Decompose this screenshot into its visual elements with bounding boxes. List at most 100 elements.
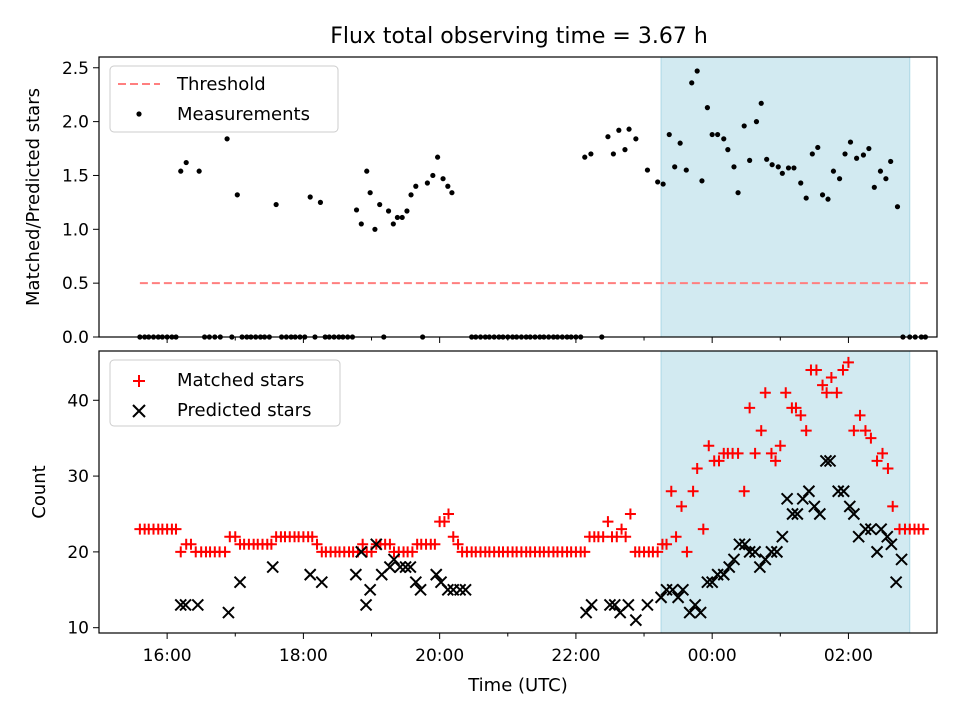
matched-star-point — [620, 531, 632, 543]
measurement-point — [183, 159, 189, 166]
predicted-star-point — [363, 583, 377, 596]
measurement-point — [809, 151, 815, 157]
measurement-point — [424, 180, 430, 186]
predicted-star-point — [359, 598, 373, 612]
measurement-point — [408, 192, 414, 198]
measurement-point — [372, 226, 378, 232]
matched-star-point — [406, 546, 418, 558]
measurement-point — [758, 100, 764, 106]
top-legend: Threshold Measurements — [109, 65, 339, 133]
predicted-star-point — [393, 560, 407, 574]
measurement-point — [725, 147, 731, 153]
measurement-point — [836, 176, 843, 182]
measurement-point — [445, 183, 451, 189]
x-tick-label: 00:00 — [688, 646, 737, 666]
matched-star-point — [770, 455, 782, 467]
measurement-point — [803, 195, 809, 201]
x-axis-label: Time (UTC) — [467, 675, 568, 696]
measurement-point — [353, 207, 360, 213]
predicted-star-point — [765, 545, 778, 559]
matched-star-point — [810, 364, 822, 376]
predicted-star-point — [874, 522, 888, 536]
predicted-star-point — [738, 538, 752, 551]
bottom-y-tick-label: 10 — [67, 619, 89, 639]
predicted-star-point — [399, 560, 412, 574]
predicted-star-point — [666, 583, 679, 596]
matched-star-point — [744, 402, 756, 414]
predicted-star-point — [315, 576, 328, 589]
measurement-point — [672, 164, 678, 170]
matched-star-point — [817, 379, 829, 391]
predicted-star-point — [266, 560, 279, 574]
matched-star-point — [691, 463, 703, 474]
measurement-point — [798, 180, 804, 186]
measurement-point — [721, 136, 727, 142]
matched-star-point — [676, 500, 688, 512]
measurement-point — [747, 157, 753, 163]
measurement-point — [224, 136, 230, 142]
measurement-point — [709, 131, 715, 138]
bottom-y-tick-label: 20 — [67, 543, 89, 563]
matched-star-point — [443, 508, 455, 520]
matched-star-point — [795, 409, 807, 421]
measurement-point — [367, 190, 373, 196]
measurement-point — [866, 145, 872, 152]
measurement-point — [830, 168, 837, 174]
predicted-star-point — [622, 598, 635, 612]
matched-star-point — [759, 387, 771, 399]
matched-star-point — [774, 440, 786, 452]
matched-star-point — [170, 523, 182, 535]
predicted-star-point — [776, 530, 789, 543]
predicted-star-point — [733, 538, 746, 551]
predicted-star-point — [179, 598, 192, 612]
predicted-star-point — [349, 568, 363, 581]
top-y-tick-label: 0.0 — [62, 328, 89, 348]
measurement-point — [741, 123, 747, 129]
x-tick-label: 20:00 — [415, 646, 464, 666]
matched-star-point — [687, 485, 699, 497]
legend-measurements-label: Measurements — [177, 104, 310, 125]
measurement-point — [430, 172, 436, 179]
predicted-star-point — [579, 606, 593, 619]
legend-threshold-label: Threshold — [176, 74, 266, 95]
matched-star-point — [713, 455, 725, 467]
measurement-point — [860, 152, 867, 158]
measurement-point — [307, 194, 313, 200]
x-tick-label: 18:00 — [279, 646, 328, 666]
top-y-tick-label: 1.0 — [62, 220, 89, 240]
predicted-star-point — [843, 500, 857, 513]
predicted-star-point — [641, 598, 654, 612]
matched-star-point — [882, 463, 894, 474]
matched-star-point — [175, 546, 187, 558]
predicted-star-point — [823, 454, 837, 468]
predicted-star-point — [808, 500, 821, 513]
measurement-point — [385, 208, 392, 214]
matched-star-point — [821, 387, 833, 399]
matched-star-point — [602, 516, 614, 528]
predicted-star-point — [222, 606, 235, 619]
top-y-axis-label: Matched/Predicted stars — [23, 88, 44, 306]
measurement-point — [819, 192, 826, 198]
predicted-star-point — [885, 538, 898, 551]
measurement-point — [666, 131, 672, 138]
predicted-star-point — [748, 545, 762, 559]
matched-star-point — [697, 523, 709, 535]
measurement-point — [626, 126, 632, 132]
matched-star-point — [871, 455, 883, 467]
x-tick-label: 22:00 — [551, 646, 600, 666]
measurement-point — [390, 221, 396, 227]
matched-star-point — [749, 447, 761, 459]
matched-star-point — [616, 523, 628, 535]
matched-star-point — [670, 531, 682, 543]
predicted-star-point — [727, 553, 741, 566]
measurement-point — [764, 156, 770, 162]
matched-star-point — [652, 546, 664, 558]
matched-star-point — [579, 546, 591, 558]
predicted-star-point — [370, 538, 383, 551]
matched-star-point — [311, 538, 323, 550]
measurement-point — [842, 151, 848, 157]
matched-star-point — [790, 402, 802, 414]
matched-star-point — [780, 387, 792, 399]
bottom-y-axis-label: Count — [29, 465, 50, 518]
predicted-star-point — [832, 485, 845, 498]
